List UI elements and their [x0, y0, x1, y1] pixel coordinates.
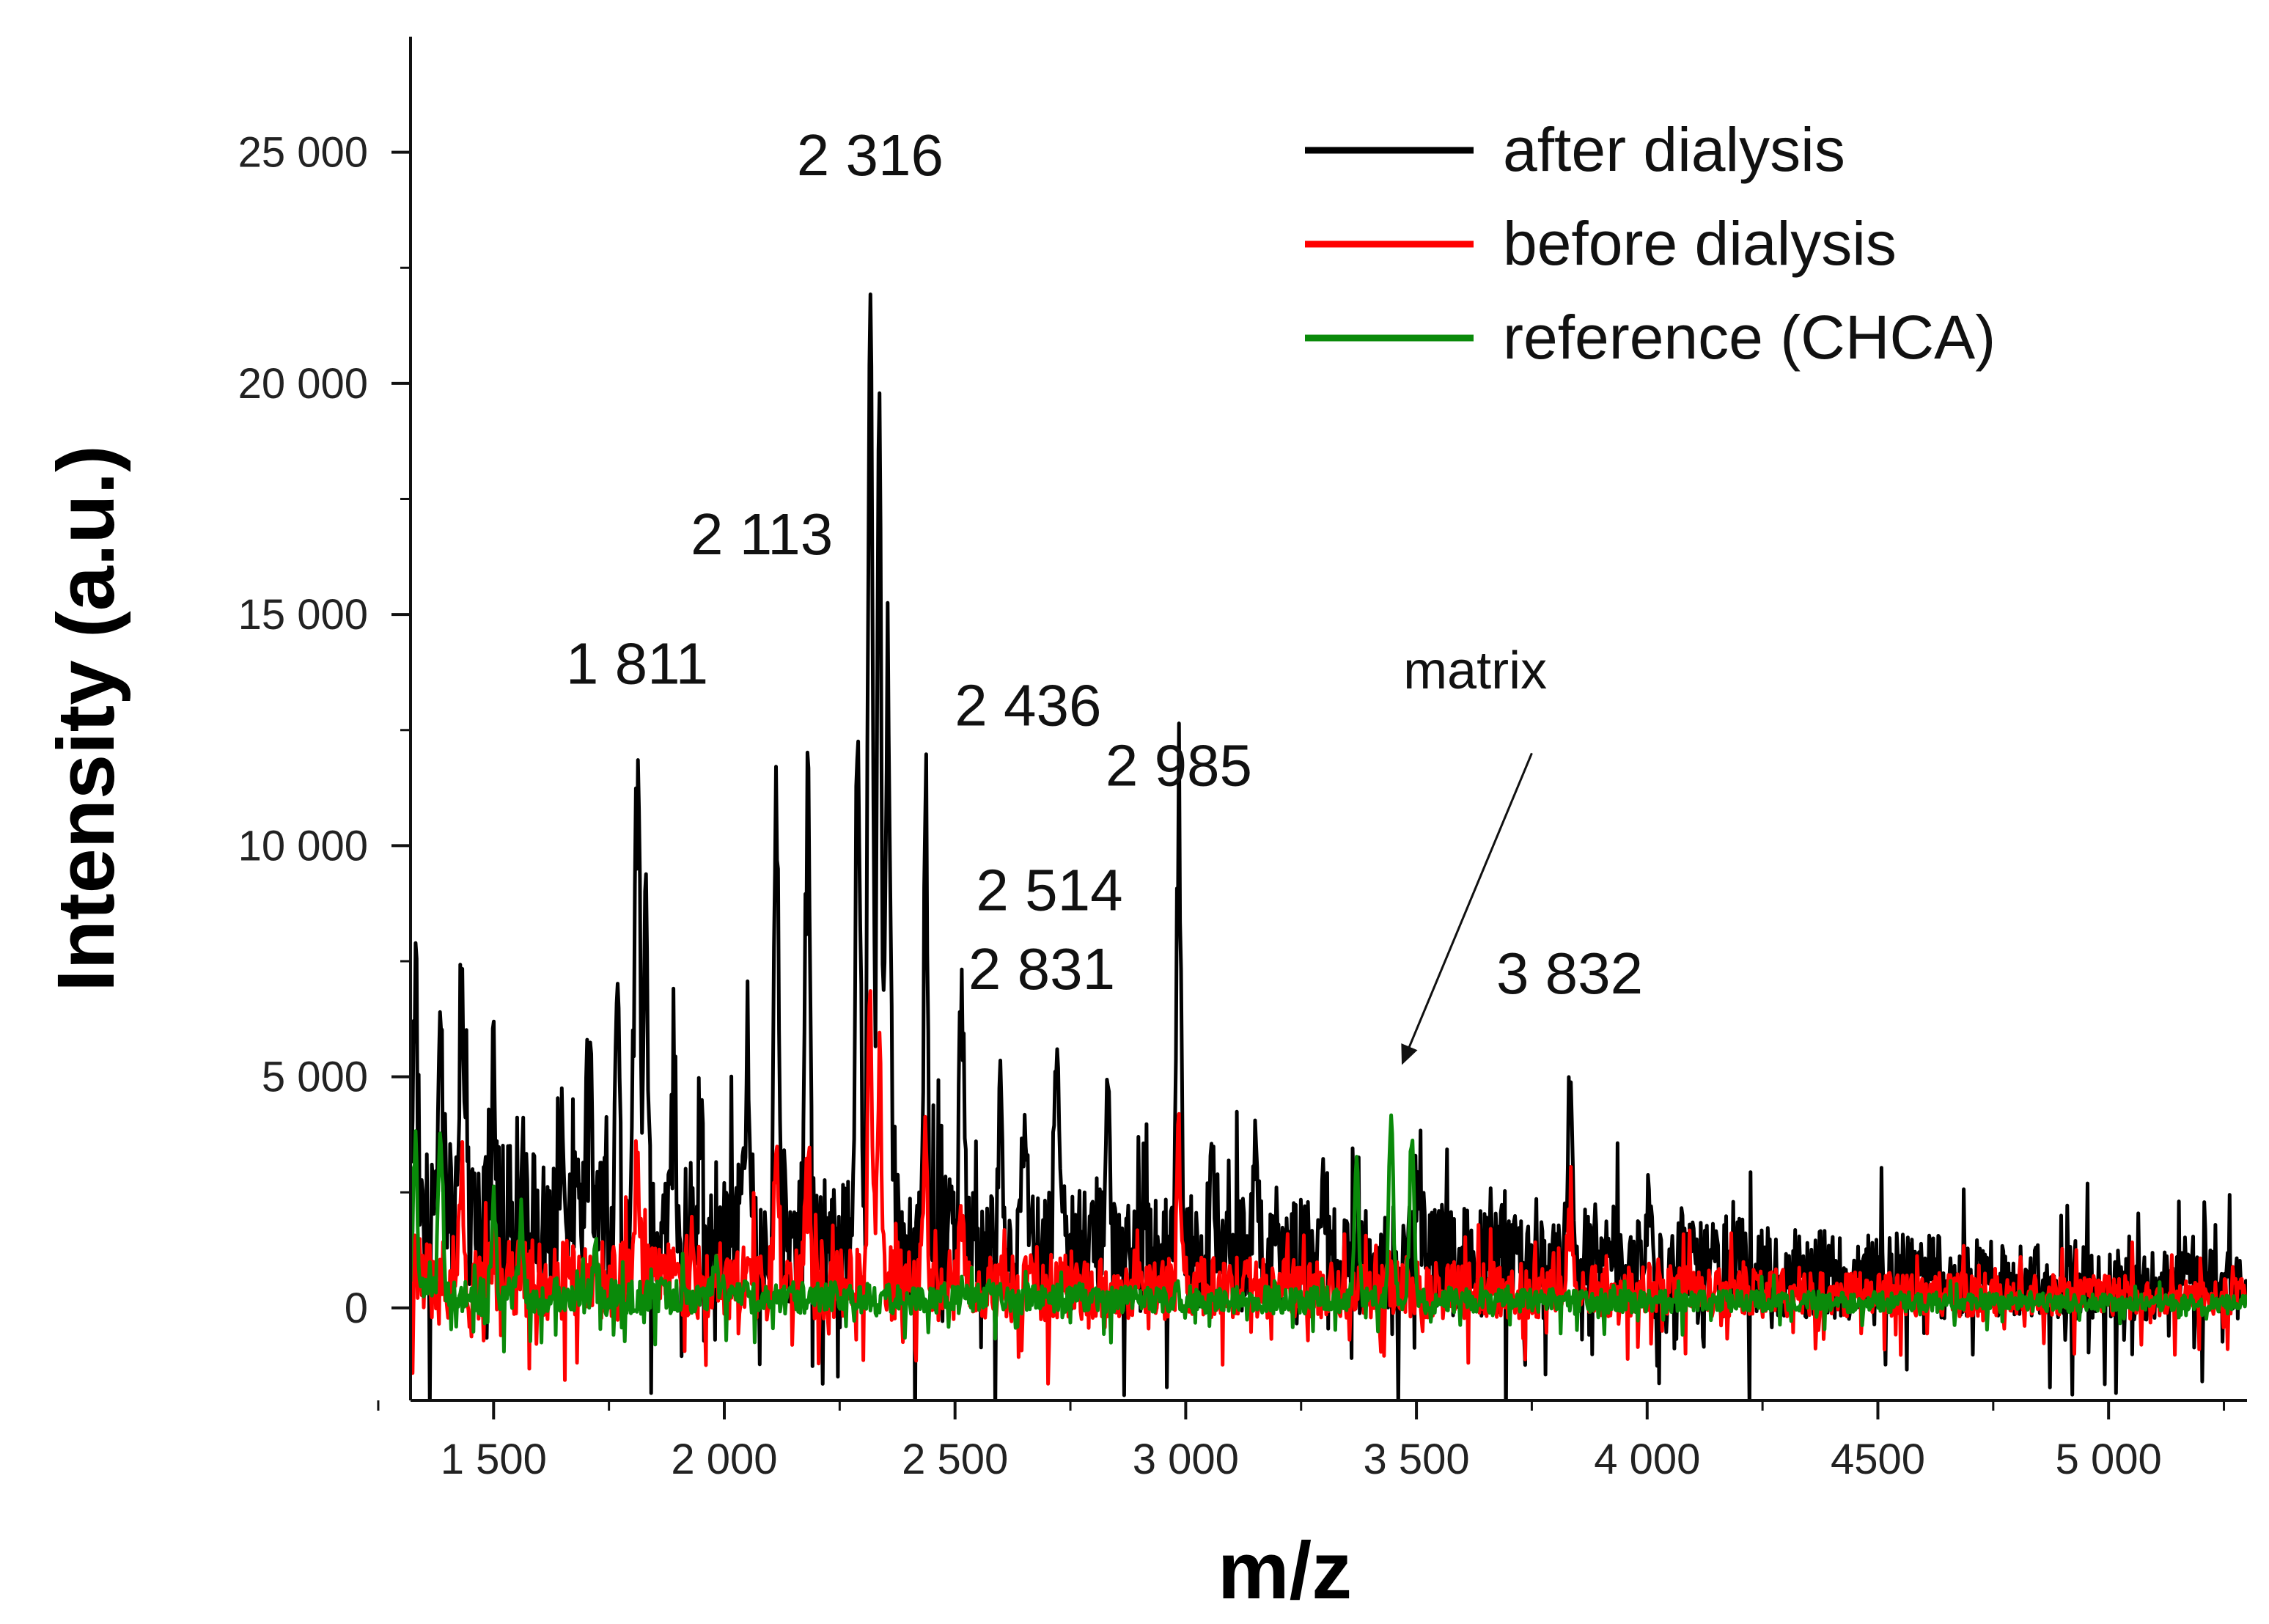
x-tick-label: 4 000 [1594, 1436, 1700, 1483]
matrix-arrow [1401, 752, 1533, 1065]
legend-label: before dialysis [1503, 209, 1897, 278]
peak-label: 2 831 [968, 936, 1115, 1002]
matrix-annotation-label: matrix [1403, 642, 1547, 700]
peak-label: 1 811 [566, 631, 708, 697]
x-tick-label: 1 500 [441, 1436, 547, 1483]
x-axis-title: m/z [1218, 1526, 1352, 1616]
y-tick-label: 10 000 [238, 822, 368, 870]
legend-label: reference (CHCA) [1503, 303, 1996, 372]
x-tick-label: 3 500 [1364, 1436, 1470, 1483]
axes: 1 500 2 000 2 500 3 000 3 500 4 000 4500 5 000 0… [238, 37, 2247, 1483]
peak-label: 2 316 [797, 122, 944, 188]
x-tick-label: 5 000 [2056, 1436, 2162, 1483]
y-tick-label: 25 000 [238, 129, 368, 177]
y-tick-label: 5 000 [262, 1054, 368, 1101]
y-tick-label: 15 000 [238, 591, 368, 639]
peak-label: 2 113 [691, 501, 833, 567]
peak-label: 2 436 [955, 672, 1101, 738]
y-axis-title: Intensity (a.u.) [41, 445, 131, 992]
peak-label: 3 832 [1496, 941, 1643, 1006]
peak-labels: 1 811 2 113 2 316 2 436 2 514 2 831 2 985 3 832… [566, 122, 1643, 1065]
peak-label: 2 514 [976, 858, 1122, 923]
series-line-reference-chca- [411, 1113, 2247, 1353]
legend: after dialysis before dialysis reference (… [1305, 115, 1996, 372]
y-tick-label: 0 [345, 1285, 368, 1332]
legend-label: after dialysis [1503, 115, 1845, 184]
peak-label: 2 985 [1106, 732, 1252, 798]
y-tick-label: 20 000 [238, 360, 368, 408]
x-tick-label: 2 500 [902, 1436, 1008, 1483]
x-tick-label: 4500 [1831, 1436, 1925, 1483]
x-tick-label: 3 000 [1133, 1436, 1239, 1483]
x-tick-label: 2 000 [671, 1436, 777, 1483]
